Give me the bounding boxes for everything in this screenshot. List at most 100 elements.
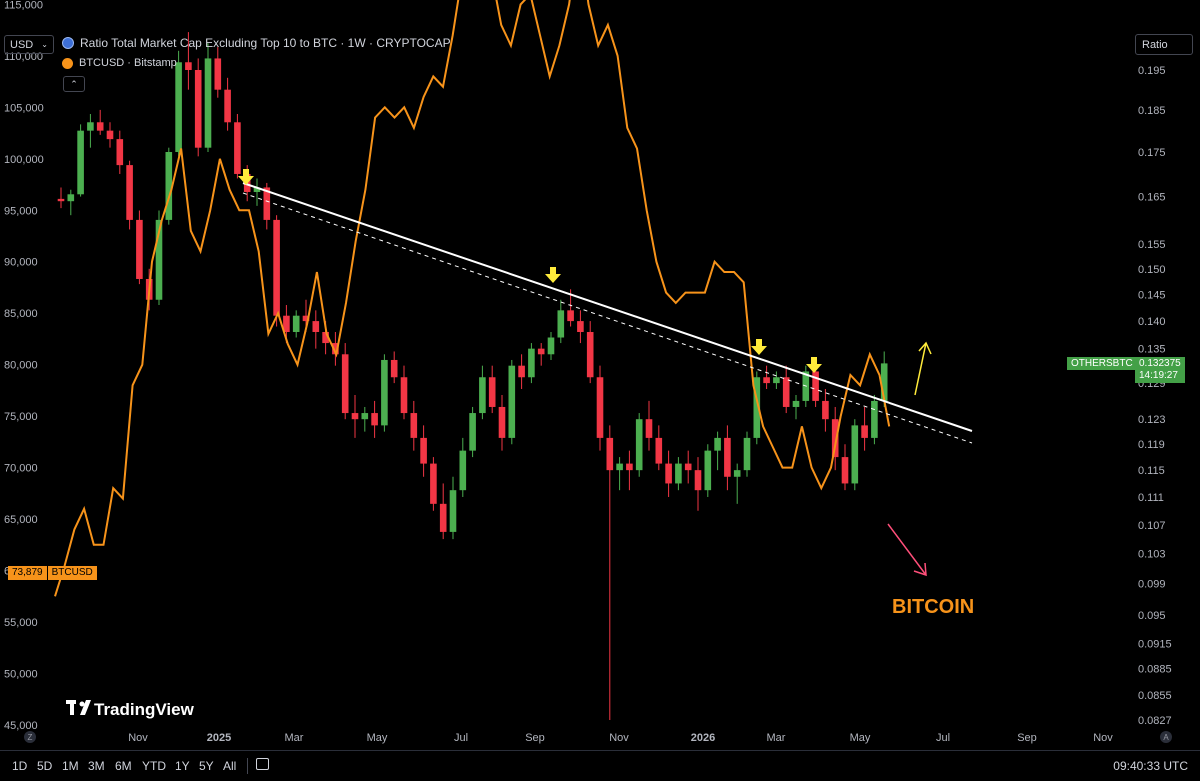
date-range-icon[interactable] — [256, 758, 269, 770]
currency-selector[interactable]: USD ⌄ — [4, 35, 54, 54]
candle-body — [724, 437, 731, 477]
bitcoin-annotation: BITCOIN — [892, 596, 974, 618]
bitcoin-icon — [62, 57, 73, 69]
candle-body — [185, 62, 192, 70]
time-tick-label: Nov — [128, 732, 148, 744]
rejection-arrow-icon — [238, 169, 254, 185]
candle-body — [155, 219, 163, 300]
btcusd-tick-label: 55,000 — [4, 617, 38, 629]
scale-mode-button[interactable]: Ratio — [1135, 34, 1193, 55]
ratio-price-axis: 0.0827 0.0855 0.0885 0.0915 0.095 0.099 0.103 0… — [1138, 65, 1172, 727]
candle-body — [635, 419, 643, 471]
candle-body — [498, 406, 506, 438]
btc-series-legend[interactable]: BTCUSD · Bitstamp — [62, 57, 177, 69]
candle-body — [234, 122, 241, 174]
candle-body — [518, 365, 525, 378]
othersbtc-price-tag: 0.132375 14:19:27 — [1135, 357, 1185, 383]
btc-series-title: BTCUSD · Bitstamp — [79, 57, 177, 69]
btcusd-price-tag: 73,879 BTCUSD — [8, 566, 97, 580]
candle-body — [292, 315, 300, 332]
btcusd-tick-label: 95,000 — [4, 205, 38, 217]
time-tick-label: Jul — [454, 732, 468, 744]
candle-body — [126, 165, 133, 220]
time-tick-label: Jul — [936, 732, 950, 744]
time-tick-label: Mar — [767, 732, 786, 744]
utc-clock: 09:40:33 UTC — [1113, 759, 1188, 773]
zoom-icon[interactable]: Z — [24, 731, 36, 743]
candle-body — [96, 122, 104, 131]
auto-scale-icon[interactable]: A — [1160, 731, 1172, 743]
candle-body — [322, 331, 329, 344]
timeframe-5y[interactable]: 5Y — [199, 759, 214, 773]
ratio-tick-label: 0.150 — [1138, 264, 1166, 276]
btcusd-last-value: 73,879 — [8, 566, 47, 580]
time-tick-label: Mar — [285, 732, 304, 744]
time-tick-label: Nov — [1093, 732, 1113, 744]
time-tick-label: Nov — [609, 732, 629, 744]
candle-body — [400, 377, 408, 414]
candle-body — [430, 463, 437, 504]
candle-body — [390, 359, 398, 378]
candle-body — [381, 359, 388, 426]
candle-body — [420, 437, 427, 464]
btcusd-tick-label: 65,000 — [4, 514, 38, 526]
ratio-tick-label: 0.111 — [1138, 492, 1164, 504]
svg-text:Z: Z — [28, 733, 33, 742]
btcusd-tick-label: 100,000 — [4, 154, 44, 166]
btcusd-tick-label: 80,000 — [4, 360, 38, 372]
ratio-tick-label: 0.123 — [1138, 414, 1166, 426]
candle-body — [253, 187, 261, 193]
candle-body — [851, 425, 859, 484]
candle-body — [204, 58, 212, 148]
candle-body — [165, 152, 173, 220]
btcusd-tick-label: 70,000 — [4, 463, 38, 475]
time-tick-label: May — [367, 732, 388, 744]
candle-body — [508, 365, 516, 438]
btcusd-line — [54, 0, 891, 597]
main-series-legend[interactable]: Ratio Total Market Cap Excluding Top 10 … — [62, 36, 451, 50]
ratio-tick-label: 0.0885 — [1138, 664, 1172, 676]
candle-body — [439, 503, 447, 532]
chevron-up-icon: ⌃ — [70, 78, 78, 89]
timeframe-5d[interactable]: 5D — [37, 759, 53, 773]
timeframe-3m[interactable]: 3M — [88, 759, 105, 773]
collapse-legend-button[interactable]: ⌃ — [63, 76, 85, 92]
candle-body — [67, 194, 75, 202]
timeframe-ytd[interactable]: YTD — [142, 759, 166, 773]
timeframe-1m[interactable]: 1M — [62, 759, 79, 773]
ratio-tick-label: 0.140 — [1138, 316, 1166, 328]
candle-body — [782, 377, 790, 407]
candle-body — [861, 425, 868, 438]
timeframe-1d[interactable]: 1D — [12, 759, 28, 773]
candle-body — [263, 187, 271, 220]
candle-body — [332, 343, 339, 355]
candle-body — [596, 377, 604, 438]
timeframe-1y[interactable]: 1Y — [175, 759, 190, 773]
candle-body — [841, 457, 849, 484]
candle-body — [547, 337, 555, 355]
candle-body — [655, 437, 663, 464]
rejection-arrow-icon — [751, 339, 767, 355]
candle-body — [694, 470, 702, 491]
currency-label: USD — [10, 38, 34, 51]
ratio-tick-label: 0.195 — [1138, 65, 1166, 77]
timeframe-all[interactable]: All — [223, 759, 237, 773]
resistance-trendline[interactable] — [242, 182, 973, 432]
time-tick-label: 2025 — [207, 732, 231, 744]
candle-body — [822, 400, 829, 420]
timeframe-6m[interactable]: 6M — [115, 759, 132, 773]
price-chart[interactable]: 45,00050,00055,00060,00065,00070,00075,0… — [0, 0, 1200, 750]
othersbtc-last-value: 0.132375 — [1139, 358, 1181, 369]
rejection-arrow-icon — [806, 357, 822, 373]
candle-body — [586, 331, 594, 378]
btcusd-tick-label: 90,000 — [4, 257, 38, 269]
ratio-tick-label: 0.103 — [1138, 549, 1166, 561]
candle-body — [557, 310, 565, 338]
dashed-trendline[interactable] — [242, 192, 973, 444]
candle-body — [773, 377, 780, 384]
candle-body — [880, 363, 888, 401]
candle-body — [675, 463, 682, 484]
time-tick-label: 2026 — [691, 732, 715, 744]
ratio-tick-label: 0.107 — [1138, 520, 1166, 532]
ratio-tick-label: 0.135 — [1138, 344, 1166, 356]
